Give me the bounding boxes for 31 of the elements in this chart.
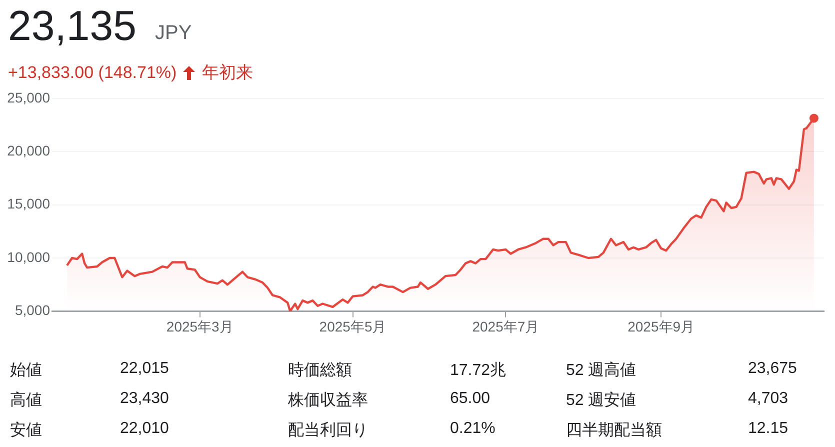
text: 4,703 bbox=[748, 390, 788, 408]
y-tick-label: 25,000 bbox=[7, 89, 50, 106]
x-tick-label: 2025年5月 bbox=[319, 318, 386, 334]
text: 17.72兆 bbox=[450, 360, 506, 381]
text: 安値 bbox=[10, 420, 42, 441]
text: 52 週安値 bbox=[566, 390, 636, 411]
y-tick-label: 10,000 bbox=[7, 248, 50, 265]
x-tick-label: 2025年7月 bbox=[472, 318, 540, 334]
y-tick-label: 5,000 bbox=[14, 302, 50, 318]
x-tick-label: 2025年9月 bbox=[628, 318, 695, 334]
chart-subtitle: JPY bbox=[155, 22, 192, 45]
text: 時価総額 bbox=[288, 360, 352, 381]
text: 23,675 bbox=[748, 360, 797, 378]
text: 四半期配当額 bbox=[566, 420, 662, 441]
text: 高値 bbox=[10, 390, 42, 411]
text: 52 週高値 bbox=[566, 360, 636, 381]
text: 始値 bbox=[10, 361, 42, 381]
text: 0.21% bbox=[450, 420, 496, 438]
y-tick-label: 20,000 bbox=[7, 142, 50, 158]
text: 12.15 bbox=[748, 420, 788, 438]
y-tick-label: 15,000 bbox=[7, 196, 50, 212]
text: +13,833.00 (148.71%) bbox=[8, 63, 177, 82]
text: 株価収益率 bbox=[288, 390, 368, 411]
text: 年初来 bbox=[202, 63, 254, 82]
text: 22,010 bbox=[120, 420, 169, 438]
x-tick-label: 2025年3月 bbox=[166, 318, 234, 334]
text: 23,430 bbox=[120, 390, 169, 408]
chart-title: 23,135 bbox=[8, 2, 136, 50]
text: 配当利回り bbox=[288, 420, 368, 441]
text: 65.00 bbox=[450, 390, 490, 408]
text: 22,015 bbox=[120, 360, 169, 378]
